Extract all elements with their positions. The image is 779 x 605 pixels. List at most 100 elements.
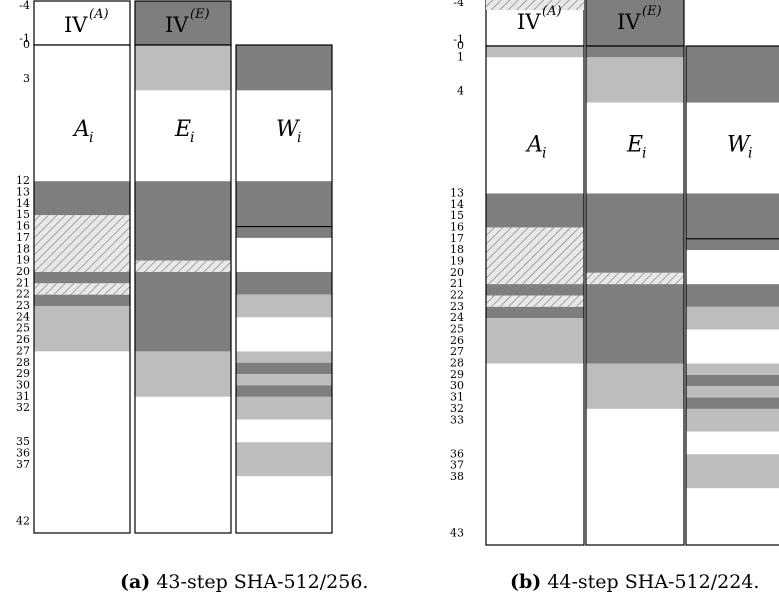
step-tick-label: 18 [16, 242, 30, 255]
column-w-segment-white [686, 488, 779, 545]
column-w: Wi [235, 44, 333, 534]
column-a-segment-dark [486, 284, 584, 296]
step-tick-label: 29 [450, 368, 464, 381]
step-tick-label: 0 [457, 39, 464, 52]
column-a-segment-hatch [486, 295, 584, 307]
iv-e-box-superscript: (E) [642, 4, 662, 19]
column-w-label: W [727, 132, 752, 157]
column-e-label: E [174, 117, 191, 142]
column-a-segment-light [486, 318, 584, 364]
column-a-segment-dark [34, 294, 130, 307]
iv-e-box: IV (E) [134, 0, 232, 46]
column-e-segment-dark [586, 284, 684, 364]
column-w-segment-light [686, 363, 779, 375]
column-w-segment-white [686, 329, 779, 364]
column-w-segment-dark [686, 374, 779, 387]
step-tick-label: 14 [450, 198, 464, 211]
column-e-segment-dark [135, 271, 231, 352]
step-tick-label: 19 [450, 254, 464, 267]
column-e-segment-white [135, 90, 231, 182]
column-e-segment-dark [586, 193, 684, 273]
column-e-subscript: i [642, 145, 646, 161]
step-tick-label: 25 [450, 323, 464, 336]
step-tick-label: 21 [16, 276, 30, 289]
column-w-segment-white [236, 90, 332, 182]
column-e: Ei [585, 45, 685, 546]
column-e-segment-light [586, 57, 684, 103]
iv-e-box-fill [585, 0, 685, 47]
column-w-segment-light [236, 351, 332, 363]
panel-a: IV (A) IV (E)A i Ei Wi-4-103121314151617181920… [16, 0, 333, 534]
column-e-border [585, 45, 685, 546]
step-tick-label: 20 [16, 265, 30, 278]
column-a-segment-dark [34, 181, 130, 216]
iv-a-box: IV (A) [485, 0, 585, 47]
iv-a-box-stripe [486, 0, 584, 10]
step-tick-label: 20 [450, 266, 464, 279]
step-tick-label: 36 [450, 447, 464, 460]
column-e-border [134, 44, 232, 534]
column-e-label: E [626, 132, 643, 157]
column-w-label: W [276, 117, 301, 142]
step-tick-label: 29 [16, 367, 30, 380]
step-tick-label: 28 [450, 357, 464, 370]
column-w-segment-light [686, 408, 779, 432]
step-tick-label: -4 [453, 0, 464, 9]
column-w-segment-dark [686, 46, 779, 103]
column-w-segment-dark [686, 193, 779, 251]
column-w-segment-dark [236, 181, 332, 238]
column-a-segment-dark [486, 306, 584, 319]
step-tick-label: 26 [450, 334, 464, 347]
step-tick-label: 4 [457, 84, 464, 97]
caption-a-text: 43-step SHA-512/256. [156, 571, 369, 593]
step-tick-label: 19 [16, 254, 30, 267]
column-e: Ei [134, 44, 232, 534]
iv-a-box-superscript: (A) [89, 7, 109, 22]
step-tick-label: -1 [453, 33, 464, 46]
step-tick-label: 31 [450, 391, 464, 404]
step-tick-label: 37 [16, 458, 30, 471]
step-tick-label: 38 [450, 470, 464, 483]
panel-b: IV (A) IV (E)A i Ei Wi-4-101413141516171819202… [450, 0, 779, 546]
step-tick-label: 22 [450, 289, 464, 302]
column-a-segment-white [34, 351, 130, 533]
step-tick-label: 42 [16, 515, 30, 528]
column-w-segment-white [236, 476, 332, 533]
step-tick-label: 13 [16, 186, 30, 199]
iv-a-box-label: IV [517, 10, 541, 34]
step-tick-label: 30 [450, 379, 464, 392]
column-e-segment-white [586, 102, 684, 194]
iv-a-box-label: IV [64, 13, 88, 37]
step-tick-label: 17 [450, 232, 464, 245]
step-tick-label: 3 [23, 72, 30, 85]
column-w-segment-white [236, 317, 332, 352]
step-tick-label: 15 [450, 209, 464, 222]
column-w-segment-light [686, 386, 779, 398]
iv-e-box-fill [134, 0, 232, 46]
step-tick-label: 27 [450, 345, 464, 358]
column-w-segment-white [686, 102, 779, 194]
column-e-segment-light [586, 363, 684, 409]
column-a-segment-dark [486, 193, 584, 228]
step-tick-label: 15 [16, 208, 30, 221]
step-tick-label: 18 [450, 243, 464, 256]
step-tick-label: 16 [16, 220, 30, 233]
column-w-segment-light [686, 306, 779, 330]
step-tick-label: 1 [457, 50, 464, 63]
column-a-segment-light [486, 46, 584, 58]
column-e-segment-light [135, 45, 231, 91]
step-tick-label: 25 [16, 322, 30, 335]
column-w-segment-light [236, 396, 332, 420]
step-tick-label: 27 [16, 344, 30, 357]
caption-b-text: 44-step SHA-512/224. [547, 571, 760, 593]
step-tick-label: 30 [16, 378, 30, 391]
step-tick-label: 32 [16, 401, 30, 414]
column-a-segment-hatch [34, 283, 130, 295]
column-w-segment-white [686, 250, 779, 285]
column-e-segment-white [586, 408, 684, 545]
column-a-segment-hatch [34, 215, 130, 272]
step-tick-label: 21 [450, 277, 464, 290]
